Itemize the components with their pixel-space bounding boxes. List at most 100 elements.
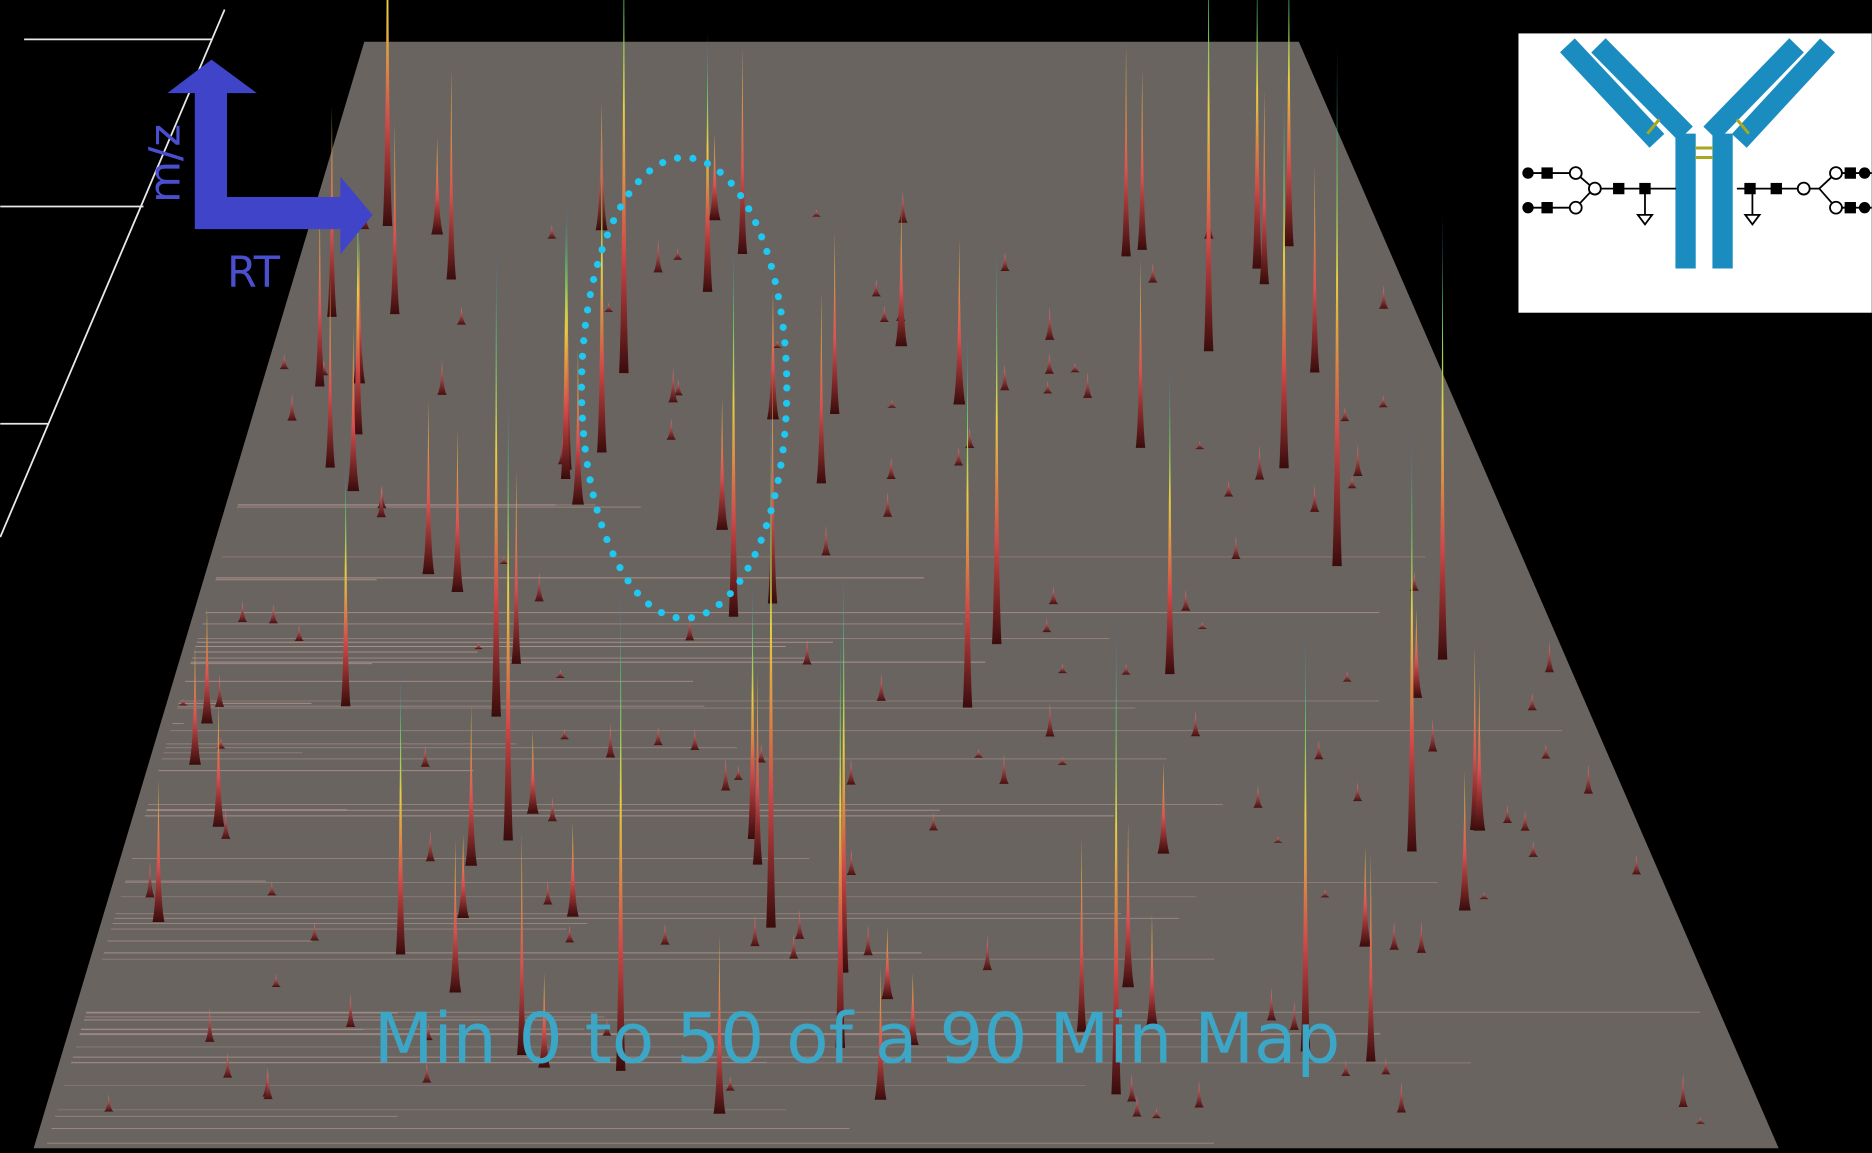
peak <box>666 419 676 440</box>
peak <box>879 305 890 322</box>
peak <box>262 1067 272 1097</box>
peak <box>1273 836 1283 843</box>
peak <box>1631 854 1642 875</box>
peak <box>279 354 289 370</box>
peak <box>1044 306 1055 340</box>
peak <box>422 1062 432 1083</box>
peak <box>212 702 225 827</box>
peak <box>716 397 729 530</box>
peak <box>449 839 462 993</box>
peak <box>314 202 325 387</box>
peak <box>1352 782 1363 802</box>
peak <box>1458 770 1471 911</box>
peak <box>713 934 726 1114</box>
peak <box>964 427 975 449</box>
peak <box>962 318 973 708</box>
peak <box>1121 46 1131 257</box>
peak <box>597 114 607 453</box>
peak <box>431 137 444 235</box>
peak <box>353 174 363 435</box>
peak <box>345 993 356 1027</box>
peak <box>672 248 683 260</box>
peak <box>152 779 165 922</box>
peak <box>526 729 539 814</box>
highlight-ellipse <box>577 153 791 622</box>
peak <box>603 302 614 312</box>
frame-lines <box>0 9 226 538</box>
peak <box>555 669 566 678</box>
peak <box>1502 805 1513 823</box>
peak <box>214 674 225 707</box>
frame-line <box>0 9 226 538</box>
peak <box>1541 744 1551 759</box>
peak <box>733 765 744 780</box>
peak <box>353 238 366 384</box>
peak <box>1695 1117 1706 1124</box>
peak <box>1332 41 1342 567</box>
peak <box>1195 441 1205 450</box>
heavy-chain <box>1703 38 1804 141</box>
peak <box>999 753 1009 784</box>
peak <box>221 809 231 839</box>
peak <box>1044 353 1055 374</box>
peak <box>811 209 822 217</box>
peaks <box>103 0 1706 1124</box>
peak <box>982 935 993 971</box>
axis-arrows <box>167 59 373 255</box>
heavy-chain <box>1591 38 1693 141</box>
peak <box>1427 719 1438 752</box>
peak <box>347 326 360 492</box>
peak <box>1165 356 1175 675</box>
peak <box>953 446 964 466</box>
peak <box>846 758 856 785</box>
peak <box>838 555 849 973</box>
peak <box>1314 740 1324 760</box>
peak <box>1048 586 1059 605</box>
peak <box>835 608 846 1048</box>
heavy-chain <box>1560 38 1665 148</box>
peak <box>1121 663 1131 675</box>
peak <box>673 378 684 396</box>
peak <box>1527 693 1537 711</box>
peak <box>560 210 571 480</box>
peak <box>562 194 572 470</box>
peak <box>1122 821 1135 988</box>
peak <box>1544 641 1555 673</box>
peak <box>473 643 484 650</box>
peak <box>752 670 763 865</box>
peak <box>456 306 467 325</box>
peak <box>684 615 695 641</box>
peak <box>319 360 329 376</box>
peak <box>395 664 406 955</box>
peak <box>1057 663 1068 674</box>
peak <box>999 364 1010 391</box>
peak <box>325 277 335 468</box>
peak <box>422 400 435 575</box>
peak <box>1284 0 1294 247</box>
peak <box>1076 836 1087 1032</box>
peak <box>1259 90 1270 285</box>
peak <box>437 360 447 395</box>
peak <box>1111 608 1121 1095</box>
axis-arrow <box>167 59 373 255</box>
peak <box>756 744 767 763</box>
peak <box>928 812 939 831</box>
peak <box>1082 372 1093 398</box>
peak <box>566 822 579 917</box>
peak <box>1353 444 1363 477</box>
peak <box>668 367 678 403</box>
peak <box>1057 756 1068 765</box>
peak <box>1583 764 1594 794</box>
peak <box>503 379 513 841</box>
peak <box>1000 251 1010 272</box>
peak <box>267 881 277 896</box>
peak <box>898 191 908 223</box>
peak <box>559 728 570 740</box>
peak <box>103 1094 114 1112</box>
peak <box>1042 381 1053 394</box>
peak <box>766 381 776 928</box>
peak <box>876 673 887 701</box>
peak <box>547 225 557 239</box>
peak <box>263 1071 273 1100</box>
peak <box>222 1052 233 1078</box>
